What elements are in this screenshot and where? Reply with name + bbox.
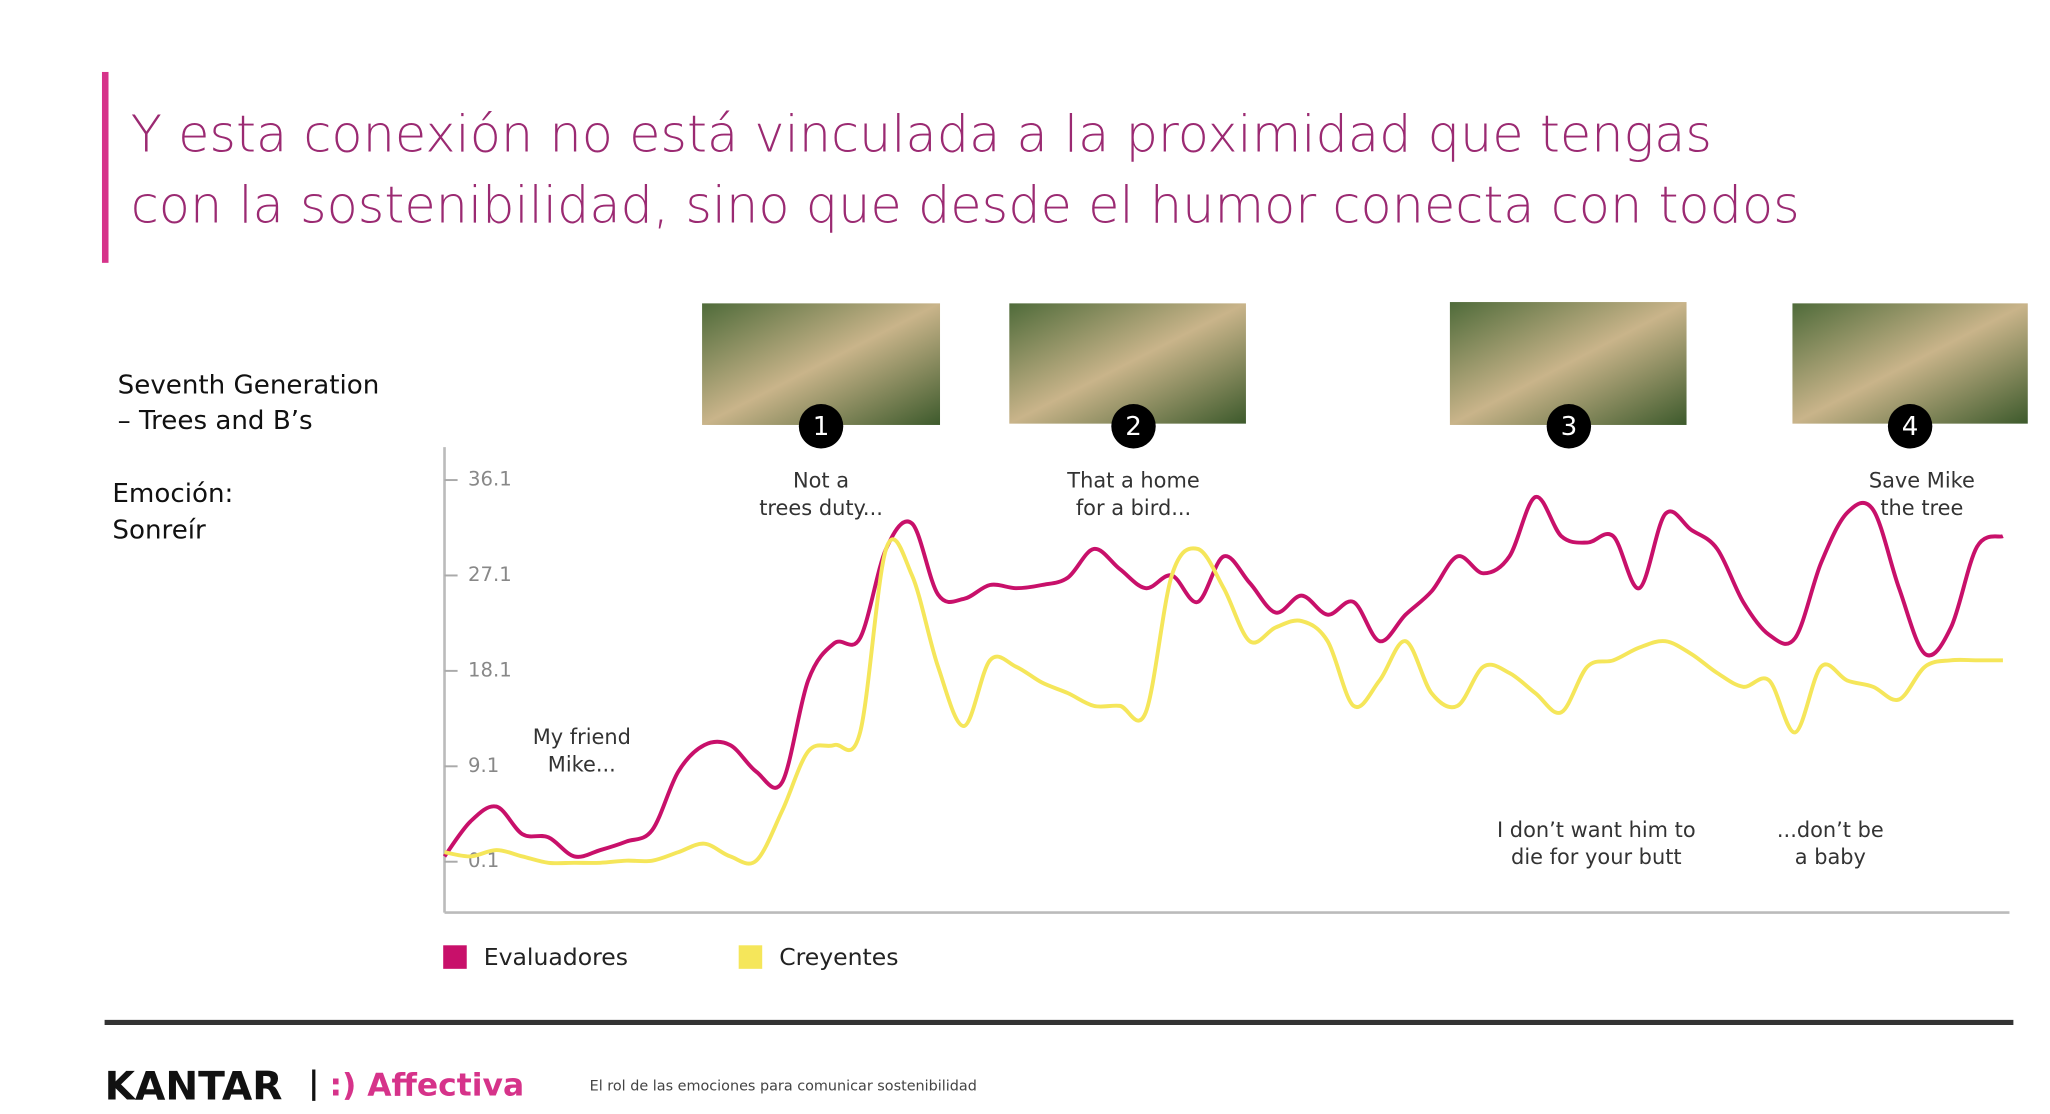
- ad-name: Seventh Generation: [118, 371, 380, 401]
- y-tick-label: 36.1: [468, 468, 512, 491]
- thumbnail: [1009, 303, 1246, 424]
- y-tick-label: 18.1: [468, 658, 512, 681]
- annotation: trees duty...: [759, 496, 883, 520]
- ad-name: – Trees and B’s: [118, 406, 313, 436]
- title-line: Y esta conexión no está vinculada a la p…: [131, 106, 1712, 165]
- accent-bar: [101, 71, 109, 263]
- marker-number: 4: [1902, 412, 1919, 442]
- series-line: [444, 537, 2003, 866]
- annotation: the tree: [1880, 496, 1963, 520]
- annotation: die for your butt: [1511, 845, 1682, 869]
- annotation: Mike...: [548, 752, 616, 776]
- emotion-label: Emoción:: [112, 479, 233, 509]
- legend-swatch: [443, 945, 467, 969]
- partner: :) Affectiva: [329, 1068, 524, 1104]
- legend-label: Evaluadores: [484, 943, 628, 971]
- brand: KANTAR: [105, 1065, 283, 1110]
- marker-badge: [1111, 404, 1156, 449]
- annotation: My friend: [533, 725, 631, 749]
- legend-swatch: [738, 945, 763, 969]
- marker-number: 1: [813, 412, 830, 442]
- annotation: Not a: [793, 469, 849, 493]
- marker-number: 3: [1561, 412, 1578, 442]
- annotation: ...don’t be: [1777, 818, 1884, 842]
- caption: El rol de las emociones para comunicar s…: [590, 1078, 977, 1094]
- marker-badge: [1887, 404, 1933, 449]
- marker-number: 2: [1125, 412, 1142, 442]
- legend-label: Creyentes: [779, 943, 898, 971]
- y-tick-label: 9.1: [468, 754, 499, 777]
- emotion-value: Sonreír: [112, 516, 206, 546]
- annotation: That a home: [1066, 469, 1199, 493]
- annotation: a baby: [1795, 845, 1866, 869]
- annotation: I don’t want him to: [1497, 818, 1696, 842]
- annotation: Save Mike: [1869, 469, 1975, 493]
- y-tick-label: 27.1: [468, 563, 512, 586]
- marker-badge: [1546, 404, 1592, 449]
- marker-badge: [798, 404, 844, 449]
- title-line: con la sostenibilidad, sino que desde el…: [131, 176, 1800, 235]
- annotation: for a bird...: [1076, 496, 1191, 520]
- series-line: [442, 495, 2004, 859]
- thumbnail: [1792, 303, 2028, 424]
